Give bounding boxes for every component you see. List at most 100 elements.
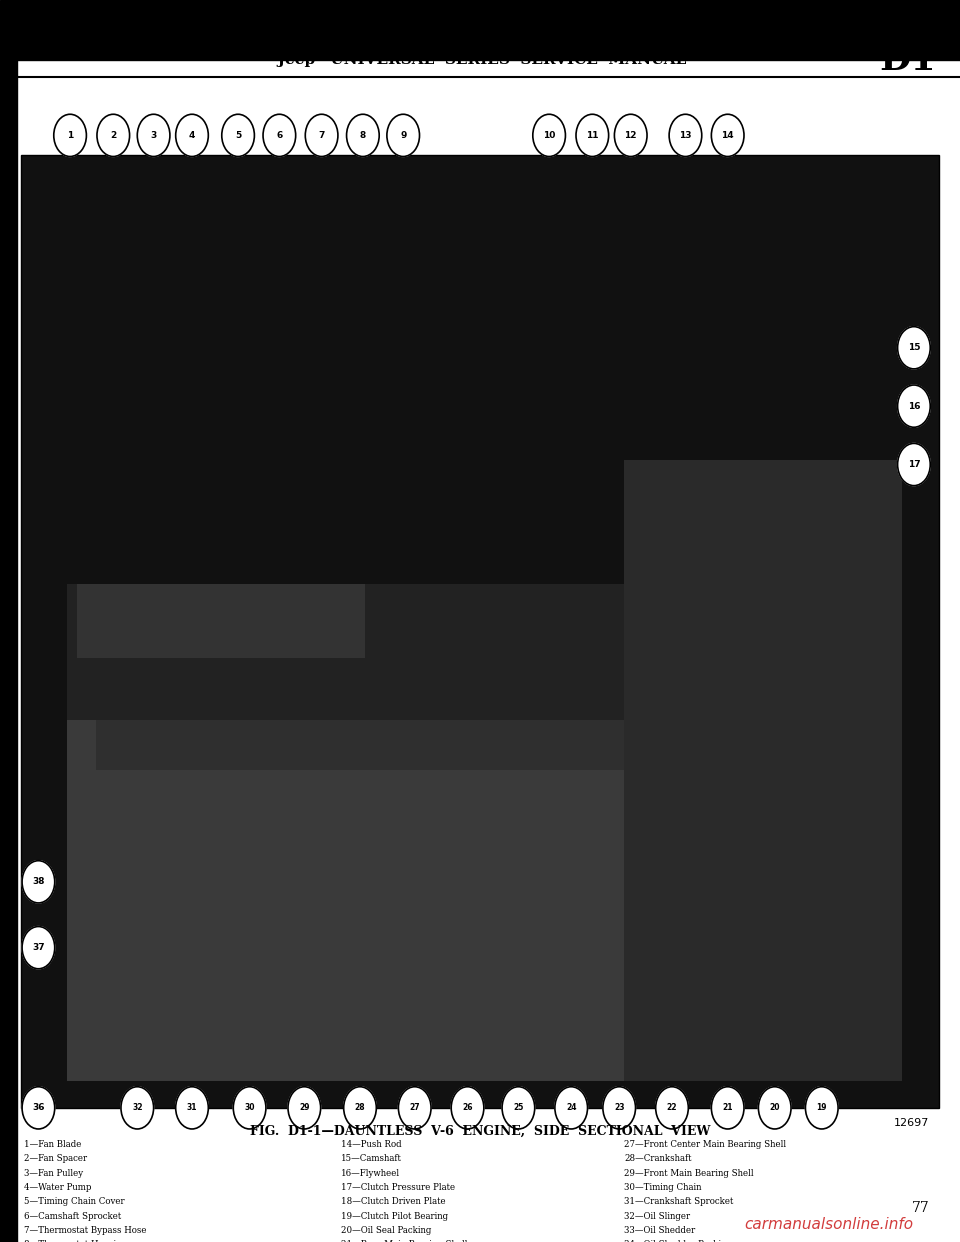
Text: 29—Front Main Bearing Shell: 29—Front Main Bearing Shell xyxy=(624,1169,754,1177)
Circle shape xyxy=(656,1087,688,1129)
Text: 14: 14 xyxy=(721,130,734,140)
Text: 9: 9 xyxy=(400,130,406,140)
Text: 8—Thermostat Housing: 8—Thermostat Housing xyxy=(24,1240,127,1242)
Text: 27—Front Center Main Bearing Shell: 27—Front Center Main Bearing Shell xyxy=(624,1140,786,1149)
Text: 7—Thermostat Bypass Hose: 7—Thermostat Bypass Hose xyxy=(24,1226,147,1235)
Text: carmanualsonline.info: carmanualsonline.info xyxy=(744,1217,913,1232)
Circle shape xyxy=(898,385,930,427)
Circle shape xyxy=(387,114,420,156)
Circle shape xyxy=(758,1087,791,1129)
Circle shape xyxy=(344,1087,376,1129)
Circle shape xyxy=(305,114,338,156)
Text: 37: 37 xyxy=(32,943,45,953)
Circle shape xyxy=(121,1087,154,1129)
Text: 3—Fan Pulley: 3—Fan Pulley xyxy=(24,1169,84,1177)
Circle shape xyxy=(576,114,609,156)
Text: 23: 23 xyxy=(614,1103,624,1113)
Text: 31—Crankshaft Sprocket: 31—Crankshaft Sprocket xyxy=(624,1197,733,1206)
Text: 4—Water Pump: 4—Water Pump xyxy=(24,1182,91,1192)
Circle shape xyxy=(805,1087,838,1129)
Text: 17: 17 xyxy=(907,460,921,469)
Text: 22: 22 xyxy=(667,1103,677,1113)
Text: 25: 25 xyxy=(514,1103,523,1113)
Text: 3: 3 xyxy=(151,130,156,140)
Text: 30: 30 xyxy=(245,1103,254,1113)
Text: 6: 6 xyxy=(276,130,282,140)
Text: 14—Push Rod: 14—Push Rod xyxy=(341,1140,401,1149)
Circle shape xyxy=(451,1087,484,1129)
Circle shape xyxy=(233,1087,266,1129)
Text: 12697: 12697 xyxy=(894,1118,929,1128)
Text: 7: 7 xyxy=(319,130,324,140)
Circle shape xyxy=(97,114,130,156)
Text: 20—Oil Seal Packing: 20—Oil Seal Packing xyxy=(341,1226,431,1235)
Text: 34—Oil Shedder Packing: 34—Oil Shedder Packing xyxy=(624,1240,732,1242)
Text: 21—Rear Main Bearing Shell: 21—Rear Main Bearing Shell xyxy=(341,1240,468,1242)
Circle shape xyxy=(614,114,647,156)
Text: 26: 26 xyxy=(463,1103,472,1113)
Text: 5—Timing Chain Cover: 5—Timing Chain Cover xyxy=(24,1197,125,1206)
Bar xyxy=(96,658,672,770)
Text: 10: 10 xyxy=(543,130,555,140)
Circle shape xyxy=(898,327,930,369)
Circle shape xyxy=(137,114,170,156)
Circle shape xyxy=(898,443,930,486)
Text: 4: 4 xyxy=(189,130,195,140)
Text: 11: 11 xyxy=(586,130,599,140)
Text: 2—Fan Spacer: 2—Fan Spacer xyxy=(24,1155,87,1164)
Circle shape xyxy=(669,114,702,156)
Circle shape xyxy=(711,1087,744,1129)
Text: 38: 38 xyxy=(32,877,45,887)
Circle shape xyxy=(288,1087,321,1129)
Circle shape xyxy=(22,927,55,969)
Circle shape xyxy=(398,1087,431,1129)
Circle shape xyxy=(711,114,744,156)
Text: 30—Timing Chain: 30—Timing Chain xyxy=(624,1182,702,1192)
Text: 19: 19 xyxy=(817,1103,827,1113)
Circle shape xyxy=(22,1087,55,1129)
Text: 8: 8 xyxy=(360,130,366,140)
Text: 28—Crankshaft: 28—Crankshaft xyxy=(624,1155,691,1164)
Bar xyxy=(0,0,960,60)
Circle shape xyxy=(54,114,86,156)
Text: 5: 5 xyxy=(235,130,241,140)
Text: 24: 24 xyxy=(566,1103,576,1113)
Text: 36: 36 xyxy=(32,1103,45,1113)
Text: FIG.  D1-1—DAUNTLESS  V-6  ENGINE,  SIDE  SECTIONAL  VIEW: FIG. D1-1—DAUNTLESS V-6 ENGINE, SIDE SEC… xyxy=(250,1125,710,1138)
Circle shape xyxy=(347,114,379,156)
Bar xyxy=(67,658,893,1081)
Circle shape xyxy=(533,114,565,156)
Text: 31: 31 xyxy=(187,1103,197,1113)
Circle shape xyxy=(263,114,296,156)
Bar xyxy=(21,155,939,1108)
Text: 27: 27 xyxy=(409,1103,420,1113)
Text: 20: 20 xyxy=(770,1103,780,1113)
Text: 16: 16 xyxy=(907,401,921,411)
Circle shape xyxy=(176,1087,208,1129)
Text: 'Jeep'  UNIVERSAL  SERIES  SERVICE  MANUAL: 'Jeep' UNIVERSAL SERIES SERVICE MANUAL xyxy=(274,52,686,67)
Circle shape xyxy=(555,1087,588,1129)
Text: 28: 28 xyxy=(354,1103,366,1113)
Bar xyxy=(77,584,365,658)
Text: D1: D1 xyxy=(879,42,936,77)
Text: 2: 2 xyxy=(110,130,116,140)
Text: 32—Oil Slinger: 32—Oil Slinger xyxy=(624,1212,690,1221)
Circle shape xyxy=(603,1087,636,1129)
Text: 32: 32 xyxy=(132,1103,142,1113)
Text: 19—Clutch Pilot Bearing: 19—Clutch Pilot Bearing xyxy=(341,1212,448,1221)
Circle shape xyxy=(502,1087,535,1129)
Text: 15—Camshaft: 15—Camshaft xyxy=(341,1155,401,1164)
Text: 18—Clutch Driven Plate: 18—Clutch Driven Plate xyxy=(341,1197,445,1206)
Text: 21: 21 xyxy=(723,1103,732,1113)
Bar xyxy=(0,60,17,1242)
Text: 15: 15 xyxy=(907,343,921,353)
Text: 77: 77 xyxy=(912,1201,929,1215)
Circle shape xyxy=(176,114,208,156)
Circle shape xyxy=(22,861,55,903)
Text: 6—Camshaft Sprocket: 6—Camshaft Sprocket xyxy=(24,1212,121,1221)
Text: 33—Oil Shedder: 33—Oil Shedder xyxy=(624,1226,695,1235)
Text: 29: 29 xyxy=(300,1103,309,1113)
Text: 1—Fan Blade: 1—Fan Blade xyxy=(24,1140,82,1149)
Text: 17—Clutch Pressure Plate: 17—Clutch Pressure Plate xyxy=(341,1182,455,1192)
Text: 1: 1 xyxy=(67,130,73,140)
